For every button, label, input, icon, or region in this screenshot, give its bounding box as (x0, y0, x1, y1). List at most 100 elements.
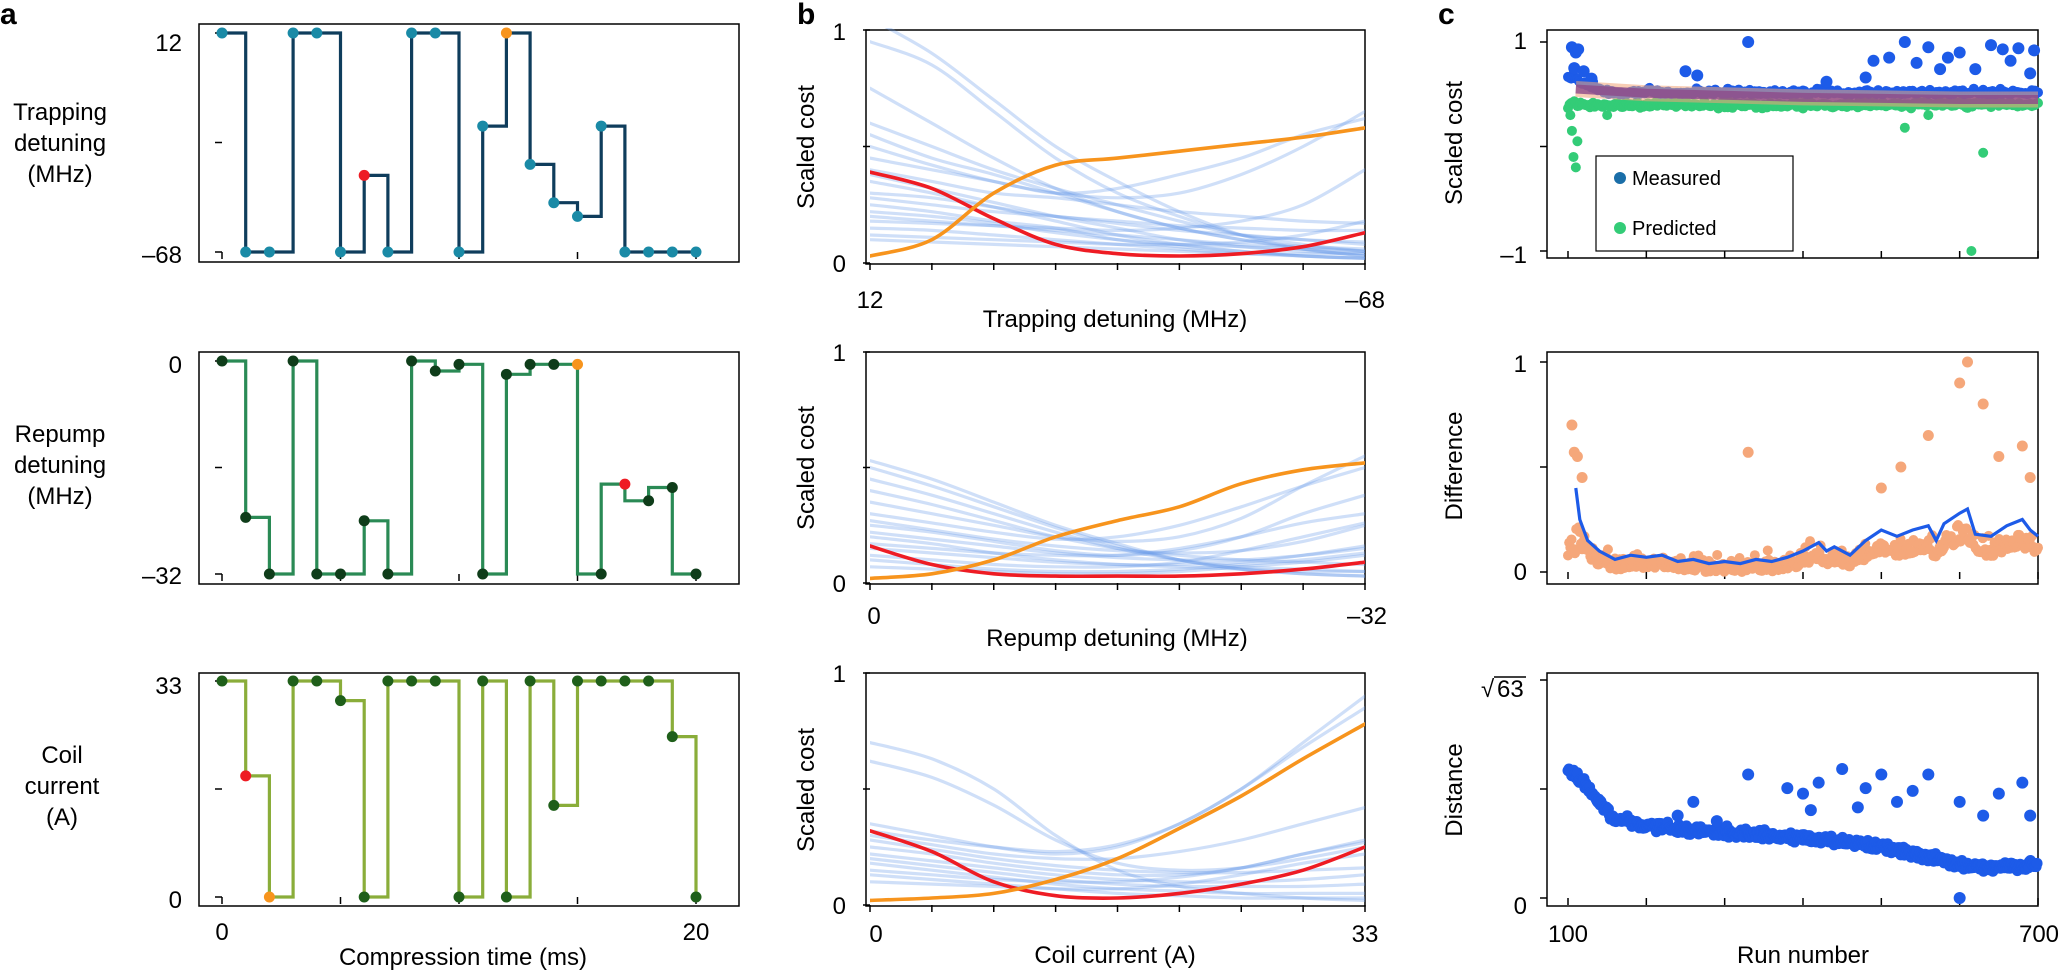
distance-point (1781, 782, 1794, 795)
distance-point (1671, 809, 1684, 822)
background-curve (870, 203, 1365, 260)
background-curve (870, 219, 1365, 247)
running-mean-line (1574, 487, 2040, 566)
measured-point (1859, 71, 1872, 84)
sequence-marker (643, 246, 655, 258)
sequence-marker (406, 675, 418, 687)
distance-point (1812, 776, 1825, 789)
y-tick-label-0: 0 (833, 571, 846, 598)
measured-point (1985, 39, 1997, 52)
distance-point (1992, 787, 2005, 800)
distance-point (1859, 782, 1872, 795)
chart-repump-detuning-sequence: Repump detuning (MHz) 0 –32 (14, 351, 740, 590)
sequence-marker (477, 120, 489, 132)
distance-point (1804, 804, 1817, 817)
sequence-marker (666, 731, 678, 743)
chart-cost-vs-repump-detuning: Scaled cost 1 0 0 –32 Repump detuning (M… (793, 340, 1387, 652)
panel-letter-b: b (797, 0, 815, 31)
sequence-marker (240, 511, 252, 523)
series-curve-red (870, 544, 1365, 579)
background-curve (870, 741, 1365, 902)
measured-point (2024, 67, 2037, 80)
y-tick-label-bottom: 0 (169, 887, 182, 914)
difference-point (1734, 553, 1745, 564)
sequence-marker (382, 246, 394, 258)
sequence-marker (690, 246, 702, 258)
predicted-point (1568, 151, 1579, 162)
background-curve (870, 168, 1365, 225)
distance-point (1891, 795, 1903, 808)
distance-point (1710, 815, 1723, 828)
difference-point (1602, 544, 1613, 555)
background-curve (870, 40, 1365, 253)
measured-point (1679, 65, 1692, 78)
x-tick-label-right: –68 (1345, 287, 1385, 314)
measured-point (1742, 36, 1755, 48)
background-curve (870, 873, 1365, 900)
measured-point (1922, 41, 1935, 54)
difference-point (1742, 446, 1754, 458)
x-tick-label-right: –32 (1347, 603, 1387, 630)
sequence-marker (358, 515, 370, 527)
difference-point (1993, 451, 2005, 462)
sqrt-radicand: 63 (1497, 676, 1524, 703)
distance-point (1875, 768, 1888, 781)
background-curve (870, 694, 1365, 856)
axes-frame (1546, 351, 2039, 585)
y-axis-label-line1: Trapping (13, 99, 107, 126)
background-curve (870, 521, 1365, 569)
distance-point (1836, 762, 1849, 775)
sequence-marker (382, 568, 394, 580)
sequence-line (222, 359, 696, 576)
background-curve (870, 530, 1365, 562)
distance-point (1742, 768, 1755, 781)
measured-point (1691, 69, 1704, 82)
x-axis-label: Compression time (ms) (339, 944, 587, 971)
sequence-marker (311, 675, 323, 687)
predicted-point (1899, 122, 1910, 133)
x-tick-label-left: 12 (857, 287, 884, 314)
measured-point (1996, 43, 2009, 56)
sequence-marker (358, 169, 370, 181)
sequence-marker (335, 246, 346, 258)
y-tick-label-sqrt63: √ 63 (1481, 676, 1526, 703)
y-axis-label: Distance (1441, 743, 1468, 836)
measured-point (1953, 46, 1966, 59)
sequence-marker (595, 675, 607, 687)
y-axis-label-line3: (MHz) (27, 483, 92, 510)
sequence-marker (216, 355, 228, 367)
sequence-marker (500, 891, 512, 903)
background-curve (870, 852, 1365, 891)
plot-area (870, 694, 1365, 903)
background-curve (870, 838, 1365, 875)
measured-point (1941, 51, 1954, 64)
y-tick-label-neg1: –1 (1500, 242, 1527, 269)
y-tick-label-1: 1 (1514, 28, 1527, 55)
background-curve (870, 838, 1365, 878)
predicted-point (1565, 110, 1576, 121)
distance-point (1687, 795, 1700, 808)
sequence-marker (548, 197, 560, 209)
difference-point (1712, 549, 1723, 560)
y-axis-label-line1: Repump (15, 421, 106, 448)
x-tick-label-20: 20 (683, 919, 710, 946)
sequence-marker (335, 568, 346, 580)
predicted-point (1566, 125, 1577, 136)
distance-point (1922, 768, 1935, 781)
sequence-marker (548, 358, 560, 370)
sequence-marker (524, 675, 536, 687)
y-tick-label-0: 0 (833, 893, 846, 920)
sequence-marker (335, 695, 346, 707)
sequence-marker (287, 675, 299, 687)
y-axis-label-line3: (A) (46, 804, 78, 831)
predicted-point (1570, 162, 1581, 173)
chart-cost-vs-coil-current: Scaled cost 1 0 0 33 Coil current (A) (793, 661, 1378, 969)
measured-point (1572, 43, 1585, 56)
axes-frame (1546, 29, 2039, 259)
background-curve (870, 759, 1365, 873)
x-tick-label-0: 0 (215, 919, 228, 946)
sqrt-symbol: √ (1481, 676, 1495, 703)
background-curve (870, 226, 1365, 260)
measured-point (1585, 72, 1598, 85)
